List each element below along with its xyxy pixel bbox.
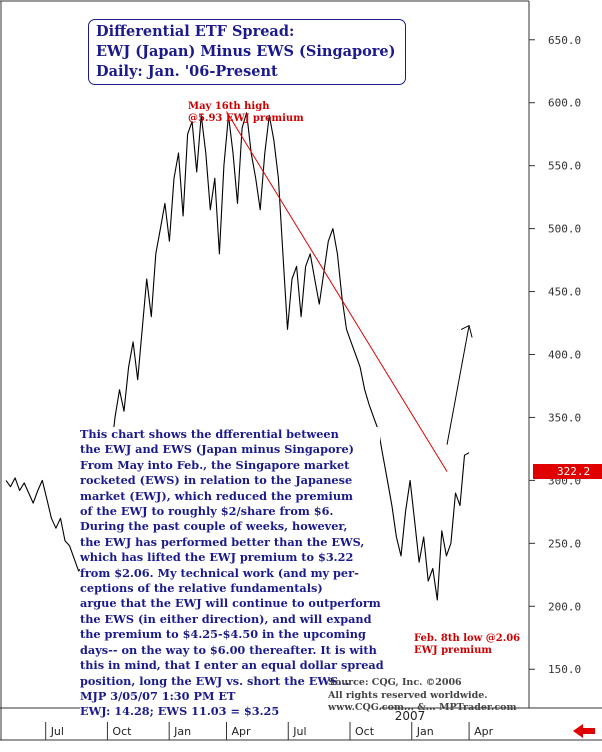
high-annotation-line-1: May 16th high — [188, 101, 270, 112]
projection-arrow-shaft — [446, 325, 470, 445]
commentary-line: From May into Feb., the Singapore market — [80, 457, 350, 472]
commentary-line: During the past couple of weeks, however… — [80, 519, 348, 534]
y-tick-label: 550.0 — [548, 160, 581, 173]
source-line-2: All rights reserved worldwide. — [328, 689, 488, 701]
current-price-tag: 322.2 — [533, 464, 602, 479]
year-label: 2007 — [395, 709, 426, 723]
y-tick-label: 650.0 — [548, 34, 581, 47]
x-tick-label: Apr — [474, 725, 494, 738]
source-credit: Source: CQG, Inc. ©2006 All rights reser… — [328, 677, 517, 715]
y-tick-label: 350.0 — [548, 411, 581, 424]
commentary-line: the premium to $4.25-$4.50 in the upcomi… — [80, 627, 366, 642]
commentary-line: the EWS (in either direction), and will … — [80, 611, 372, 626]
commentary-line: ceptions of the relative fundamentals) — [80, 581, 323, 596]
source-line-3: www.CQG.com... &... MPTrader.com — [328, 702, 517, 713]
y-tick-label: 150.0 — [548, 663, 581, 676]
commentary-line: position, long the EWJ vs. short the EWS… — [80, 673, 350, 688]
y-tick-label: 600.0 — [548, 97, 581, 110]
x-tick-label: Jan — [173, 725, 191, 738]
red-left-arrow-icon[interactable] — [573, 724, 595, 738]
y-tick-label: 400.0 — [548, 349, 581, 362]
commentary-line: which has lifted the EWJ premium to $3.2… — [80, 550, 354, 565]
x-tick-label: Oct — [112, 725, 132, 738]
title-line-3: Daily: Jan. '06-Present — [96, 63, 278, 80]
x-tick-label: Jul — [292, 725, 306, 738]
y-tick-label: 250.0 — [548, 537, 581, 550]
y-tick-label: 200.0 — [548, 600, 581, 613]
high-annotation-line-2: @5.93 EWJ premium — [188, 113, 304, 124]
y-tick-label: 450.0 — [548, 286, 581, 299]
title-line-1: Differential ETF Spread: — [96, 23, 295, 40]
commentary-line: MJP 3/05/07 1:30 PM ET — [80, 688, 236, 703]
low-annotation: Feb. 8th low @2.06 EWJ premium — [414, 633, 520, 657]
projection-arrow-icon — [460, 324, 473, 338]
high-annotation: May 16th high @5.93 EWJ premium — [188, 101, 304, 125]
commentary-line: days-- on the way to $6.00 thereafter. I… — [80, 642, 377, 657]
commentary-line: the EWJ has performed better than the EW… — [80, 534, 365, 549]
commentary-line: from $2.06. My technical work (and my pe… — [80, 565, 359, 580]
chart-title: Differential ETF Spread: EWJ (Japan) Min… — [88, 19, 406, 85]
commentary-line: the EWJ and EWS (Japan minus Singapore) — [80, 442, 355, 457]
x-tick-label: Jan — [416, 725, 434, 738]
y-tick-label: 500.0 — [548, 223, 581, 236]
commentary-line: rocketed (EWS) in relation to the Japane… — [80, 473, 353, 488]
commentary-line: of the EWJ to roughly $2/share from $6. — [80, 504, 334, 519]
commentary-line: This chart shows the dfferential between — [80, 427, 339, 441]
low-annotation-line-1: Feb. 8th low @2.06 — [414, 633, 521, 644]
x-tick-label: Apr — [232, 725, 252, 738]
x-tick-label: Jul — [50, 725, 64, 738]
commentary-line: market (EWJ), which reduced the premium — [80, 488, 353, 503]
x-tick-label: Oct — [355, 725, 375, 738]
commentary-line: this in mind, that I enter an equal doll… — [80, 658, 384, 673]
low-annotation-line-2: EWJ premium — [414, 645, 492, 656]
commentary-line: EWJ: 14.28; EWS 11.03 = $3.25 — [80, 704, 280, 719]
commentary-line: argue that the EWJ will continue to outp… — [80, 596, 381, 611]
commentary-text: This chart shows the dfferential between… — [80, 427, 384, 720]
y-axis: 650.0600.0550.0500.0450.0400.0350.0300.0… — [529, 34, 581, 676]
source-line-1: Source: CQG, Inc. ©2006 — [328, 677, 462, 688]
title-line-2: EWJ (Japan) Minus EWS (Singapore) — [96, 43, 396, 60]
red-trendline — [226, 111, 448, 472]
